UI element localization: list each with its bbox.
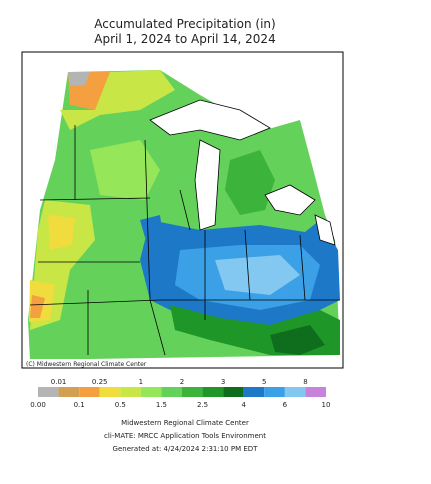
legend-swatch (223, 387, 244, 397)
legend-label: 2 (180, 378, 184, 386)
legend-label: 0.5 (115, 401, 126, 409)
footer-line: Generated at: 4/24/2024 2:31:10 PM EDT (113, 445, 259, 453)
legend-swatch (202, 387, 224, 397)
footer-line: Midwestern Regional Climate Center (121, 419, 249, 427)
legend-label: 5 (262, 378, 266, 386)
legend-label: 10 (322, 401, 331, 409)
legend-swatch (182, 387, 203, 397)
legend-label: 0.00 (30, 401, 46, 409)
legend-label: 3 (221, 378, 225, 386)
legend-swatch (284, 387, 306, 397)
legend-swatch (79, 387, 100, 397)
legend-label: 0.25 (92, 378, 108, 386)
legend-swatch (305, 387, 326, 397)
legend-label: 0.01 (51, 378, 67, 386)
legend-label: 2.5 (197, 401, 208, 409)
legend-swatch (38, 387, 59, 397)
title: Accumulated Precipitation (in) (94, 17, 275, 31)
legend-label: 6 (283, 401, 288, 409)
legend-swatch (264, 387, 285, 397)
map (28, 70, 340, 360)
legend-swatch (140, 387, 162, 397)
legend-label: 8 (303, 378, 307, 386)
map-credit: (C) Midwestern Regional Climate Center (26, 361, 147, 368)
footer-line: cli-MATE: MRCC Application Tools Environ… (104, 432, 266, 440)
legend-label: 1.5 (156, 401, 167, 409)
legend: 0.00 0.01 0.1 0.25 0.5 1 1.5 2 2.5 3 4 5 6 8 10 (30, 378, 330, 409)
legend-label: 0.1 (74, 401, 85, 409)
legend-label: 4 (241, 401, 246, 409)
legend-swatch (161, 387, 182, 397)
legend-swatch (99, 387, 121, 397)
legend-swatch (120, 387, 141, 397)
legend-swatch (243, 387, 265, 397)
legend-label: 1 (139, 378, 143, 386)
legend-swatch (58, 387, 80, 397)
subtitle: April 1, 2024 to April 14, 2024 (94, 32, 275, 46)
